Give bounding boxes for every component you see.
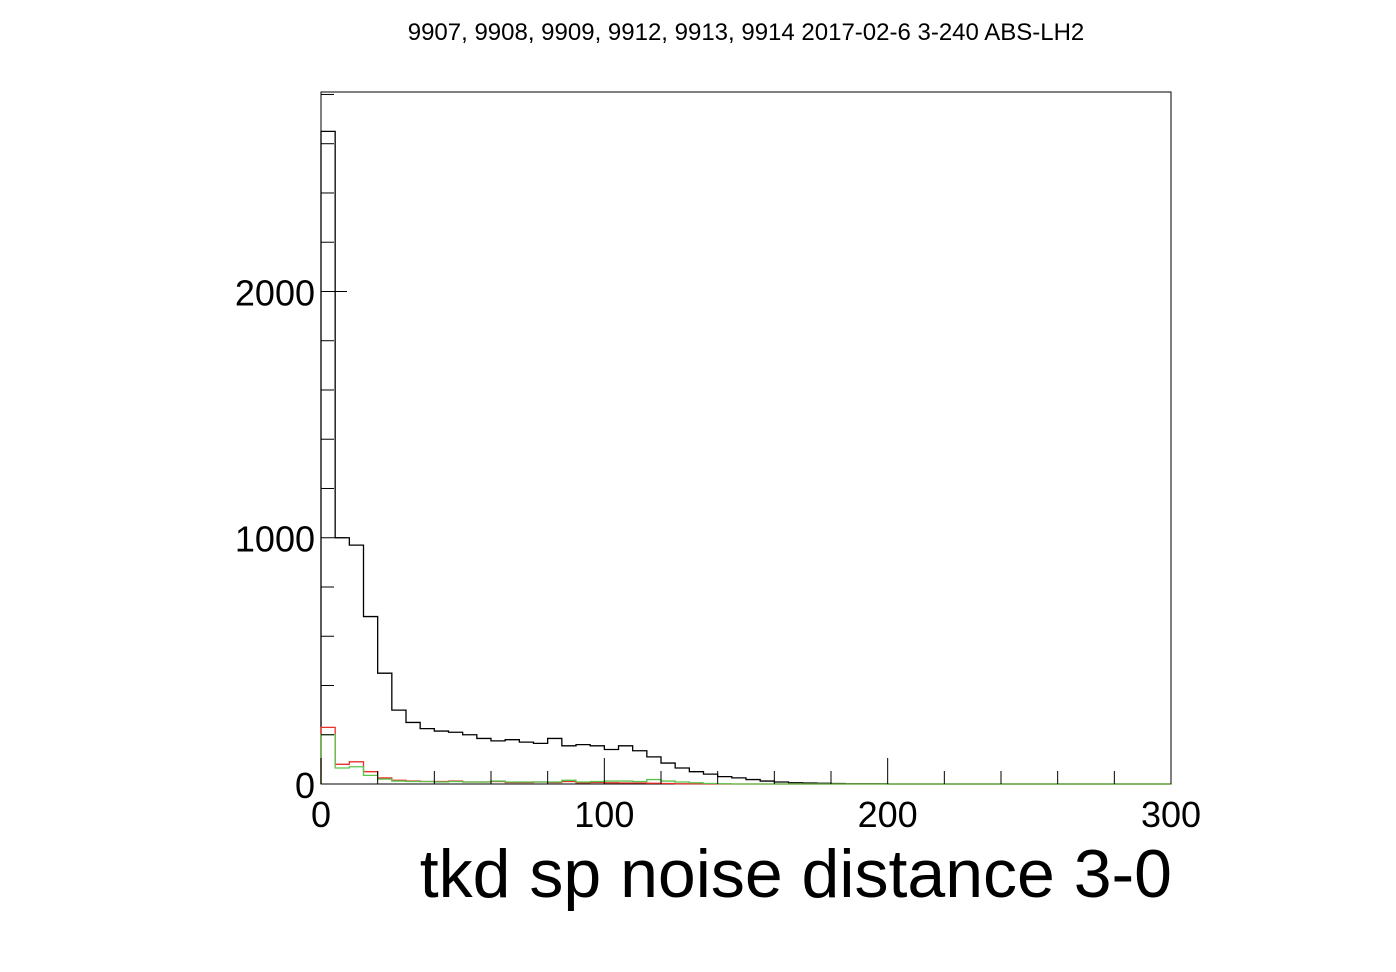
x-tick-label: 200 xyxy=(858,794,918,835)
series-red-line xyxy=(320,726,1171,785)
series-all-line xyxy=(320,130,1171,785)
tick-marks xyxy=(320,93,1172,785)
x-axis-label: tkd sp noise distance 3-0 xyxy=(420,836,1172,912)
histogram-series xyxy=(320,130,1171,785)
chart-title: 9907, 9908, 9909, 9912, 9913, 9914 2017-… xyxy=(408,19,1085,46)
y-tick-label: 2000 xyxy=(235,272,315,313)
series-green-line xyxy=(320,734,1171,785)
x-tick-label: 100 xyxy=(574,794,634,835)
plot-frame xyxy=(320,91,1172,785)
axes xyxy=(320,91,1172,785)
y-tick-label: 0 xyxy=(295,765,315,806)
tick-labels: 0 100 200 300 0 1000 2000 xyxy=(235,272,1201,835)
x-tick-label: 300 xyxy=(1141,794,1201,835)
x-tick-label: 0 xyxy=(311,794,331,835)
y-tick-label: 1000 xyxy=(235,519,315,560)
